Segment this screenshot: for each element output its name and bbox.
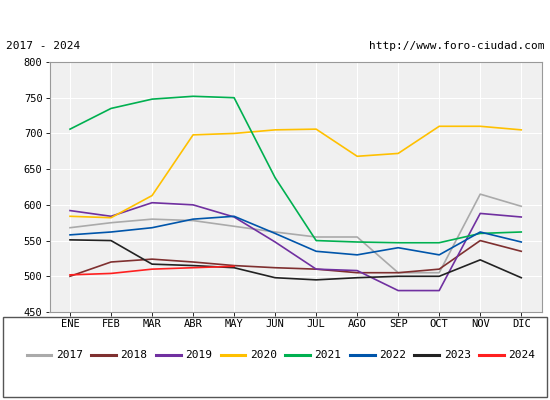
Text: Evolucion del paro registrado en Constantí: Evolucion del paro registrado en Constan… (119, 9, 431, 25)
Text: 2022: 2022 (379, 350, 406, 360)
Text: 2024: 2024 (508, 350, 535, 360)
Text: 2021: 2021 (315, 350, 342, 360)
Text: 2023: 2023 (444, 350, 471, 360)
Text: http://www.foro-ciudad.com: http://www.foro-ciudad.com (369, 41, 544, 51)
Text: 2017 - 2024: 2017 - 2024 (6, 41, 80, 51)
Text: 2018: 2018 (120, 350, 147, 360)
Text: 2019: 2019 (185, 350, 212, 360)
Text: 2017: 2017 (56, 350, 83, 360)
Text: 2020: 2020 (250, 350, 277, 360)
